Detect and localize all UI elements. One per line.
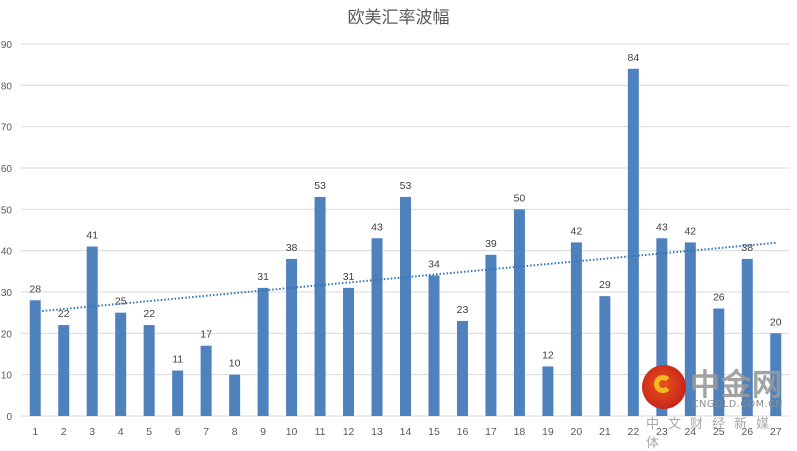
y-tick-label: 20	[1, 329, 13, 340]
bar	[58, 325, 70, 416]
x-tick-label: 18	[514, 426, 526, 438]
data-label: 10	[229, 358, 241, 370]
bar	[428, 275, 440, 416]
bar	[570, 242, 582, 416]
bar	[513, 209, 525, 416]
x-tick-label: 1	[32, 426, 38, 438]
x-tick-label: 25	[713, 426, 725, 438]
data-label: 25	[115, 296, 127, 308]
data-label: 34	[428, 258, 440, 270]
x-tick-label: 16	[457, 426, 469, 438]
data-label: 39	[485, 238, 497, 250]
bar	[456, 320, 468, 416]
x-tick-label: 22	[628, 426, 640, 438]
data-label: 38	[741, 242, 753, 254]
data-label: 20	[770, 316, 782, 328]
x-axis-ticks: 1 2 3 4 5 6 7 8 9 10 11 12 13 14 15 16 17 18 19 20 21 22 23 24 2…	[32, 426, 781, 438]
data-label: 31	[257, 271, 269, 283]
bar	[627, 68, 639, 417]
x-tick-label: 7	[203, 426, 209, 438]
x-tick-label: 13	[371, 426, 383, 438]
x-tick-label: 4	[118, 426, 124, 438]
x-tick-label: 2	[61, 426, 67, 438]
bar	[371, 238, 383, 416]
data-label: 26	[713, 292, 725, 304]
y-tick-label: 70	[1, 123, 13, 134]
y-tick-label: 80	[1, 81, 13, 92]
bar	[713, 308, 725, 416]
y-tick-label: 90	[1, 40, 13, 51]
x-tick-label: 5	[146, 426, 152, 438]
data-label: 22	[143, 308, 155, 320]
bar	[343, 287, 355, 416]
bar	[400, 196, 411, 416]
data-label: 42	[684, 225, 696, 237]
data-label: 28	[29, 283, 41, 295]
data-label: 29	[599, 279, 611, 291]
data-label: 42	[571, 225, 583, 237]
data-label: 53	[400, 180, 412, 192]
data-label: 41	[86, 230, 98, 242]
trendline	[42, 241, 776, 313]
data-label: 53	[314, 180, 326, 192]
x-tick-label: 23	[656, 426, 668, 438]
bar	[229, 374, 241, 416]
x-tick-label: 14	[400, 426, 412, 438]
data-label: 17	[200, 329, 212, 341]
y-axis-ticks: 0 10 20 30 40 50 60 70 80 90	[1, 40, 13, 423]
y-tick-label: 10	[1, 371, 13, 382]
data-label: 12	[542, 349, 554, 361]
data-label: 43	[371, 221, 383, 233]
x-tick-label: 9	[260, 426, 266, 438]
x-tick-label: 26	[741, 426, 753, 438]
bar	[172, 370, 184, 416]
data-label: 84	[628, 52, 640, 64]
x-tick-label: 27	[770, 426, 782, 438]
bar	[86, 246, 98, 416]
bar	[684, 242, 696, 416]
data-label: 31	[343, 271, 355, 283]
bar	[286, 258, 298, 416]
data-label: 38	[286, 242, 298, 254]
data-label: 23	[457, 304, 469, 316]
data-label: 22	[58, 308, 70, 320]
data-label: 50	[514, 192, 526, 204]
bar	[656, 238, 668, 416]
y-tick-label: 40	[1, 247, 13, 258]
bar-series	[29, 68, 782, 417]
bar	[143, 325, 155, 416]
x-tick-label: 17	[485, 426, 497, 438]
x-tick-label: 3	[89, 426, 95, 438]
bar	[485, 254, 497, 416]
y-tick-label: 50	[1, 205, 13, 216]
x-tick-label: 24	[684, 426, 696, 438]
bar	[770, 333, 782, 416]
x-tick-label: 6	[175, 426, 181, 438]
bar	[29, 300, 41, 416]
x-tick-label: 19	[542, 426, 554, 438]
bar	[314, 196, 326, 416]
x-tick-label: 8	[232, 426, 238, 438]
x-tick-label: 11	[315, 426, 326, 438]
y-tick-label: 60	[1, 164, 13, 175]
bar	[542, 366, 554, 416]
bar	[257, 287, 269, 416]
data-label: 43	[656, 221, 668, 233]
y-tick-label: 0	[6, 412, 12, 423]
x-tick-label: 20	[571, 426, 583, 438]
bar	[599, 296, 611, 416]
x-tick-label: 10	[286, 426, 298, 438]
bar	[115, 312, 127, 416]
data-label: 11	[172, 354, 183, 366]
x-tick-label: 12	[343, 426, 355, 438]
bar	[741, 258, 753, 416]
bar	[200, 345, 212, 416]
x-tick-label: 15	[428, 426, 440, 438]
chart-title: 欧美汇率波幅	[347, 8, 450, 28]
x-tick-label: 21	[599, 426, 611, 438]
y-tick-label: 30	[1, 288, 13, 299]
data-labels: 28 22 41 25 22 11 17 10 31 38 53 31 43 53 34 23 39 50 12 42…	[29, 52, 781, 370]
